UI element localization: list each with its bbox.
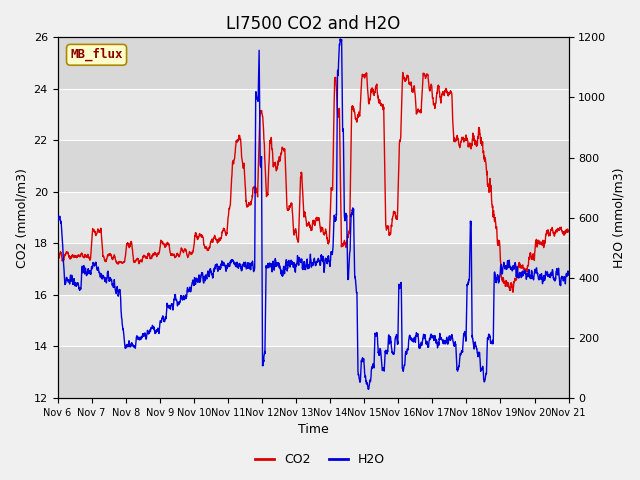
CO2 (509, 289, 516, 295)
H2O (250, 269, 257, 275)
X-axis label: Time: Time (298, 423, 328, 436)
H2O (112, 289, 120, 295)
Line: CO2: CO2 (58, 72, 568, 292)
CO2 (555, 226, 563, 232)
H2O (500, 260, 508, 265)
Y-axis label: CO2 (mmol/m3): CO2 (mmol/m3) (15, 168, 28, 267)
Bar (58, 37, 568, 89)
H2O (564, 272, 572, 278)
Bar (58, 140, 568, 192)
H2O (364, 386, 372, 392)
CO2 (272, 163, 280, 169)
Title: LI7500 CO2 and H2O: LI7500 CO2 and H2O (226, 15, 400, 33)
Bar (58, 347, 568, 398)
H2O (54, 216, 61, 221)
H2O (337, 36, 344, 42)
Text: MB_flux: MB_flux (70, 48, 123, 61)
Line: H2O: H2O (58, 39, 568, 389)
CO2 (54, 253, 61, 259)
CO2 (564, 228, 572, 234)
CO2 (250, 185, 257, 191)
Y-axis label: H2O (mmol/m3): H2O (mmol/m3) (612, 168, 625, 268)
Bar (58, 243, 568, 295)
CO2 (142, 255, 150, 261)
CO2 (500, 278, 508, 284)
CO2 (112, 257, 120, 263)
CO2 (399, 70, 406, 75)
H2O (555, 269, 563, 275)
H2O (272, 258, 280, 264)
H2O (142, 336, 150, 341)
Legend: CO2, H2O: CO2, H2O (250, 448, 390, 471)
